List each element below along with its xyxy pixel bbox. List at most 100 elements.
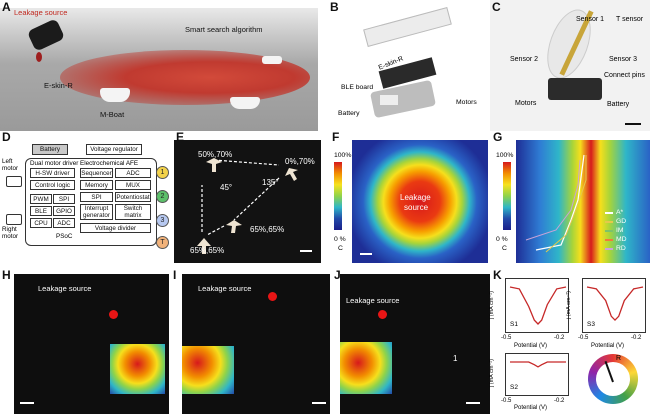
eskin-sheet bbox=[363, 7, 452, 47]
e-angle2: 135° bbox=[262, 178, 279, 187]
k-s1-xlabel: Potential (V) bbox=[514, 343, 548, 349]
k-s3-xmin: -0.5 bbox=[578, 335, 589, 341]
paths-svg bbox=[525, 154, 587, 253]
panel-b bbox=[328, 0, 483, 131]
g-legend-swatch bbox=[605, 229, 613, 232]
scale-bar-f bbox=[360, 253, 372, 255]
leakage-label-i: Leakage source bbox=[198, 284, 252, 293]
boat-e2 bbox=[285, 168, 298, 181]
left-motor-label: Left motor bbox=[2, 158, 19, 172]
panel-c-label: C bbox=[492, 0, 501, 14]
sensor3-label: Sensor 3 bbox=[609, 56, 638, 63]
divider-box: Voltage divider bbox=[80, 223, 151, 233]
k-s1-name: S1 bbox=[510, 321, 518, 328]
panel-i bbox=[182, 274, 330, 414]
k-s3-xmax: -0.2 bbox=[631, 335, 642, 341]
eskin-label-a: E-skin-R bbox=[44, 81, 73, 90]
panel-e bbox=[174, 140, 321, 263]
panel-c bbox=[490, 0, 650, 131]
sensor1-label: Sensor 1 bbox=[576, 16, 605, 23]
panel-a-label: A bbox=[2, 0, 11, 14]
k-plot-s2: S2 bbox=[505, 353, 569, 396]
ble-box: BLE bbox=[30, 206, 52, 216]
panel-j bbox=[340, 274, 490, 414]
panel-b-label: B bbox=[330, 0, 339, 14]
e-pos2: 0%,70% bbox=[285, 157, 315, 166]
k-s2-ylabel: j (mA cm⁻²) bbox=[488, 359, 495, 387]
boat-far bbox=[230, 97, 260, 109]
leakage-label-h: Leakage source bbox=[38, 284, 92, 293]
g-unit: C bbox=[502, 245, 507, 252]
f-unit: C bbox=[338, 245, 343, 252]
scale-bar-e bbox=[300, 250, 312, 252]
g-top: 100% bbox=[496, 152, 514, 159]
pin-2: 2 bbox=[156, 190, 169, 203]
colorbar-g bbox=[503, 162, 511, 230]
boat-m bbox=[100, 88, 130, 102]
mux-box: MUX bbox=[115, 180, 151, 190]
heatmap-g bbox=[516, 140, 650, 263]
regulator-box: Voltage regulator bbox=[86, 144, 142, 155]
g-legend-label: RD bbox=[616, 245, 626, 252]
algorithm-label: Smart search algorithm bbox=[185, 25, 263, 34]
panel-f-label: F bbox=[332, 130, 340, 144]
pin-1: 1 bbox=[156, 166, 169, 179]
control-box: Control logic bbox=[30, 180, 75, 190]
leakage-label-j: Leakage source bbox=[346, 296, 400, 305]
leakage-source-label-a: Leakage source bbox=[14, 8, 68, 17]
panel-i-label: I bbox=[173, 268, 177, 282]
k-s3-ylabel: j (mA cm⁻²) bbox=[565, 291, 572, 319]
memory-box: Memory bbox=[80, 180, 113, 190]
interrupt-box: Interrupt generator bbox=[80, 204, 113, 220]
panel-a bbox=[0, 0, 318, 131]
panel-j-label: J bbox=[334, 268, 341, 282]
motors-label-c: Motors bbox=[515, 100, 537, 107]
spi2-box: SPI bbox=[80, 192, 113, 202]
sensor2-label: Sensor 2 bbox=[510, 56, 539, 63]
panel-g-label: G bbox=[493, 130, 503, 144]
tsensor-label: T sensor bbox=[616, 16, 644, 23]
psoc-label: PSoC bbox=[56, 233, 73, 240]
f-top: 100% bbox=[334, 152, 352, 159]
battery-box: Battery bbox=[32, 144, 68, 155]
psoc-frame bbox=[25, 158, 157, 246]
potentiostat-box: Potentiostat bbox=[115, 192, 151, 202]
pin-3: 3 bbox=[156, 214, 169, 227]
inset-h bbox=[110, 344, 165, 394]
wheel-label: R bbox=[616, 355, 622, 362]
motors-label-b: Motors bbox=[456, 99, 477, 106]
spi-box: SPI bbox=[53, 194, 75, 204]
k-s2-svg bbox=[510, 361, 566, 368]
k-plot-s3: S3 bbox=[582, 278, 646, 333]
colorbar-f bbox=[334, 162, 342, 230]
k-s3-name: S3 bbox=[587, 321, 595, 328]
panel-h bbox=[14, 274, 169, 414]
g-legend-swatch bbox=[605, 220, 613, 223]
k-s2-xmax: -0.2 bbox=[554, 398, 565, 404]
g-legend-label: GD bbox=[616, 218, 627, 225]
k-s1-xmin: -0.5 bbox=[501, 335, 512, 341]
boat-e1 bbox=[206, 158, 222, 172]
mboat-label: M-Boat bbox=[100, 110, 125, 119]
afe-label: Electrochemical AFE bbox=[80, 160, 139, 167]
g-legend-item: MD bbox=[605, 235, 645, 244]
hsw-box: H-SW driver bbox=[30, 168, 75, 178]
k-s1-svg bbox=[509, 286, 567, 325]
g-legend-swatch bbox=[605, 211, 613, 214]
drip bbox=[36, 52, 42, 62]
color-wheel bbox=[588, 354, 638, 404]
g-legend-item: A* bbox=[605, 208, 645, 217]
f-bottom: 0 % bbox=[334, 236, 346, 243]
f-leak2: source bbox=[404, 203, 429, 212]
pin-t: T bbox=[156, 236, 169, 249]
f-leak1: Leakage bbox=[400, 193, 431, 202]
scale-bar-h bbox=[20, 402, 34, 404]
k-s3-xlabel: Potential (V) bbox=[591, 343, 625, 349]
pins-label: Connect pins bbox=[604, 72, 645, 79]
base-c bbox=[548, 78, 602, 100]
g-legend-item: GD bbox=[605, 217, 645, 226]
series-line bbox=[586, 286, 644, 322]
leak-dot-h bbox=[109, 310, 118, 319]
scale-bar-c bbox=[625, 123, 641, 125]
g-bottom: 0 % bbox=[496, 236, 508, 243]
